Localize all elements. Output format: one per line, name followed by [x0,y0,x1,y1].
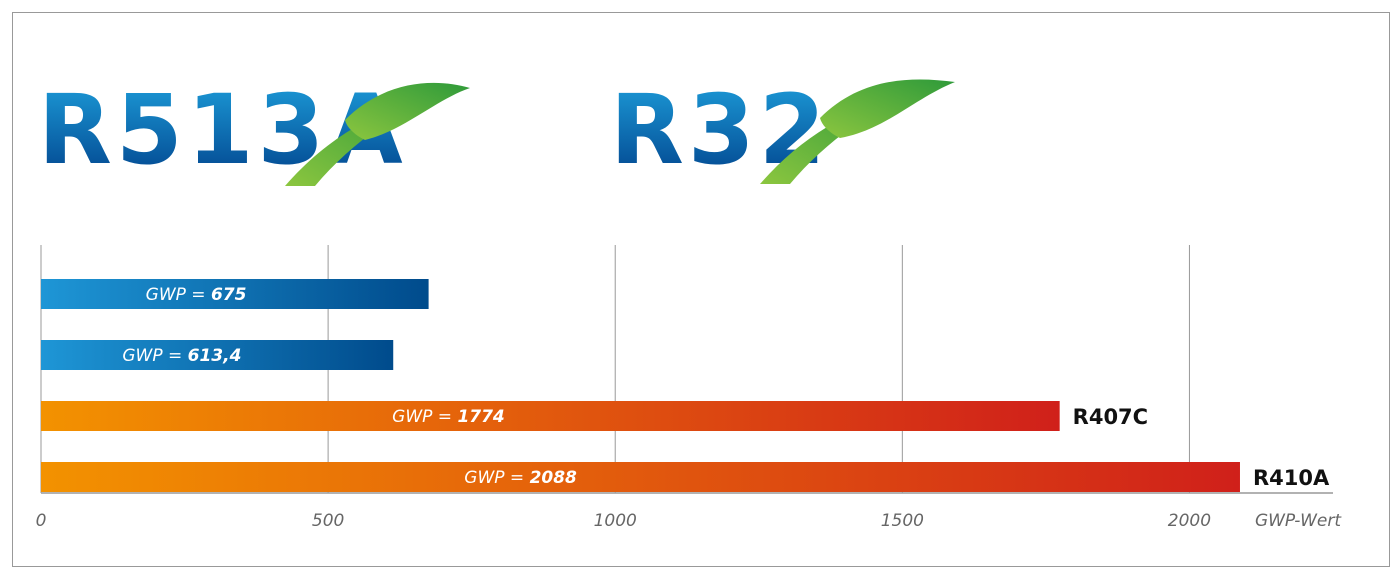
value-label-prefix: GWP = [122,346,187,366]
value-label: GWP = 613,4 [122,346,241,366]
value-label: GWP = 675 [146,285,247,305]
frame [12,12,1390,567]
x-tick-label: 500 [312,511,344,531]
value-label-prefix: GWP = [146,285,211,305]
leaf [760,79,955,184]
value-label-number: 1774 [457,407,504,427]
category-label: R410A [1253,466,1330,490]
x-tick-label: 2000 [1168,511,1211,531]
category-label: R407C [1073,405,1148,429]
value-label: GWP = 1774 [392,407,505,427]
x-axis-label: GWP-Wert [1255,511,1342,531]
value-label: GWP = 2088 [464,468,577,488]
x-tick-label: 1500 [881,511,924,531]
value-label-number: 613,4 [188,346,242,366]
value-label-prefix: GWP = [464,468,529,488]
bar [41,279,429,309]
bar [41,340,394,370]
title: R513A [38,74,407,186]
leaf [285,82,470,186]
value-label-number: 675 [211,285,247,305]
value-label-prefix: GWP = [392,407,457,427]
x-tick-label: 0 [36,511,47,531]
bar [41,401,1060,431]
bar [41,462,1240,492]
x-tick-label: 1000 [594,511,637,531]
value-label-number: 2088 [530,468,577,488]
